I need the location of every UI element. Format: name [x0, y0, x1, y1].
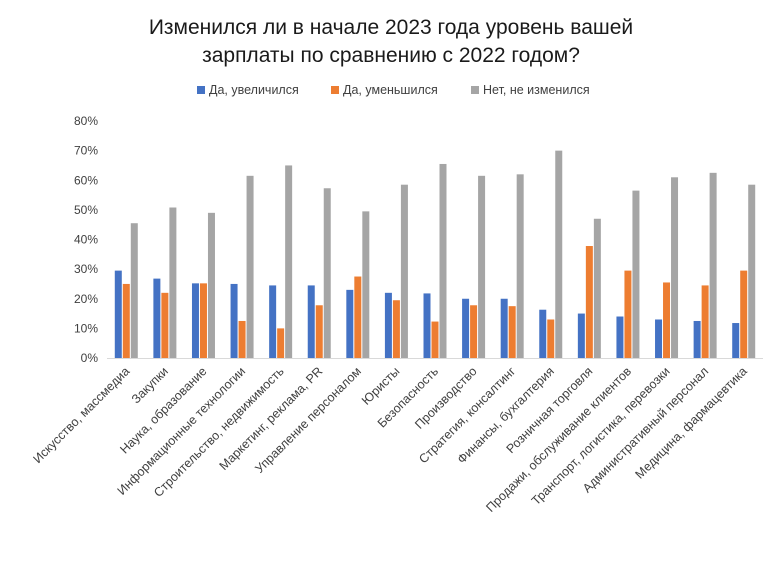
chart-title-line-2: зарплаты по сравнению с 2022 годом? — [202, 44, 580, 67]
bar-unchanged-6 — [362, 211, 370, 358]
bar-increased-6 — [346, 289, 354, 358]
y-tick-label: 0% — [81, 351, 99, 365]
bar-increased-0 — [114, 270, 122, 358]
y-tick-label: 10% — [74, 321, 98, 335]
bar-increased-14 — [655, 319, 663, 358]
bar-unchanged-9 — [478, 175, 486, 358]
bar-decreased-5 — [315, 305, 323, 358]
bar-decreased-2 — [199, 283, 207, 358]
bar-unchanged-12 — [593, 218, 601, 358]
legend-swatch-unchanged — [471, 86, 479, 94]
bar-unchanged-16 — [748, 184, 756, 358]
bar-decreased-4 — [277, 328, 285, 359]
bar-decreased-12 — [585, 246, 593, 358]
x-category-label: Искусство, массмедиа — [31, 364, 133, 466]
x-category-label: Продажи, обслуживание клиентов — [483, 364, 634, 515]
bar-unchanged-13 — [632, 190, 640, 358]
bar-increased-3 — [230, 283, 238, 358]
bar-decreased-3 — [238, 320, 246, 358]
bar-decreased-13 — [624, 270, 632, 358]
y-tick-label: 60% — [74, 173, 98, 187]
bar-increased-1 — [153, 278, 161, 358]
bar-increased-4 — [269, 285, 277, 358]
bar-decreased-15 — [701, 285, 709, 358]
bar-increased-10 — [500, 298, 508, 358]
bar-decreased-1 — [161, 292, 169, 358]
bar-increased-2 — [191, 283, 199, 358]
bar-unchanged-2 — [207, 212, 215, 358]
bar-unchanged-11 — [555, 150, 563, 359]
y-tick-label: 40% — [74, 233, 98, 247]
bar-decreased-14 — [663, 282, 671, 358]
y-tick-label: 30% — [74, 262, 98, 276]
bars — [114, 150, 756, 359]
bar-decreased-9 — [470, 305, 478, 358]
bar-increased-11 — [539, 309, 547, 358]
y-tick-label: 20% — [74, 292, 98, 306]
bar-increased-13 — [616, 316, 624, 358]
legend-swatch-increased — [197, 86, 205, 94]
legend-label-decreased: Да, уменьшился — [343, 83, 438, 97]
bar-decreased-7 — [392, 300, 400, 358]
bar-unchanged-5 — [323, 188, 331, 358]
bar-increased-15 — [693, 320, 701, 358]
bar-increased-16 — [732, 323, 740, 358]
bar-unchanged-3 — [246, 175, 254, 358]
bar-increased-8 — [423, 293, 431, 358]
x-category-label: Транспорт, логистика, перевозки — [529, 364, 673, 508]
bar-decreased-16 — [740, 270, 748, 358]
bar-decreased-0 — [122, 283, 130, 358]
bar-increased-7 — [384, 292, 392, 358]
bar-unchanged-8 — [439, 163, 447, 358]
bar-decreased-10 — [508, 306, 516, 358]
bar-decreased-8 — [431, 321, 439, 358]
bar-decreased-11 — [547, 319, 555, 358]
legend-label-unchanged: Нет, не изменился — [483, 83, 590, 97]
chart-title-line-1: Изменился ли в начале 2023 года уровень … — [149, 16, 633, 39]
bar-unchanged-1 — [169, 207, 177, 358]
bar-increased-5 — [307, 285, 315, 358]
bar-unchanged-14 — [671, 177, 679, 358]
bar-unchanged-4 — [285, 165, 293, 358]
y-tick-label: 70% — [74, 144, 98, 158]
legend-swatch-decreased — [331, 86, 339, 94]
y-tick-label: 50% — [74, 203, 98, 217]
bar-increased-9 — [462, 298, 470, 358]
bar-unchanged-7 — [400, 184, 408, 358]
y-axis: 0% 10% 20% 30% 40% 50% 60% 70% 80% — [74, 114, 98, 365]
bar-decreased-6 — [354, 276, 362, 358]
bar-unchanged-0 — [130, 223, 138, 358]
bar-unchanged-10 — [516, 174, 524, 358]
legend: Да, увеличился Да, уменьшился Нет, не из… — [197, 83, 590, 97]
bar-unchanged-15 — [709, 172, 717, 358]
bar-increased-12 — [577, 313, 585, 358]
legend-label-increased: Да, увеличился — [209, 83, 299, 97]
y-tick-label: 80% — [74, 114, 98, 128]
